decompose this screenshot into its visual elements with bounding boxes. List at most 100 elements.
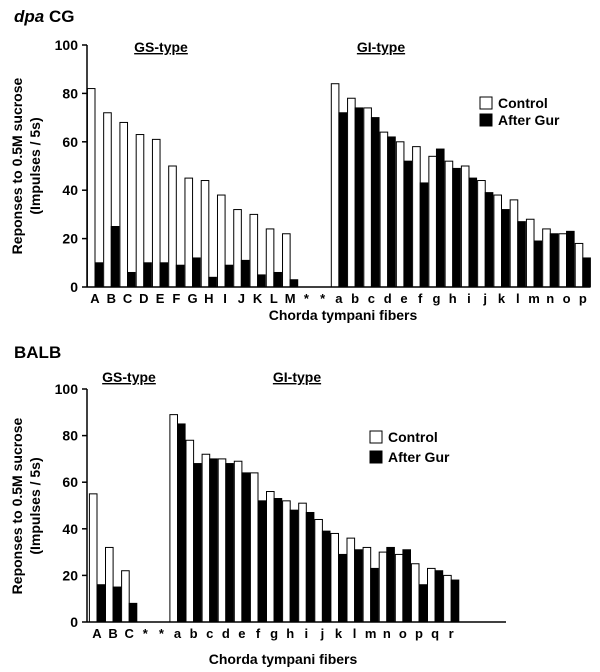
chart2-bar-control [169, 414, 178, 623]
chart1-bar-control [135, 134, 145, 288]
chart1-bar-control [363, 107, 372, 288]
chart1-bar-control [249, 213, 259, 288]
chart1-bar-control [477, 180, 486, 288]
chart2-group-gi: GI-type [273, 369, 321, 385]
chart1-bar-after-gur [338, 112, 347, 288]
chart1-ylabel-2: (Impulses / 5s) [27, 117, 43, 214]
chart1-category-label: c [368, 291, 375, 306]
chart2-bar-control [298, 502, 307, 623]
chart1-bar-control [119, 121, 129, 288]
chart1-bar-after-gur [240, 259, 250, 288]
chart2-title: BALB [14, 343, 61, 362]
chart1-bar-control [216, 194, 226, 288]
chart1-bar-control [200, 180, 210, 288]
chart1-bar-control [542, 228, 551, 288]
chart1-bar-control [395, 141, 405, 288]
chart2-bar-control [346, 537, 356, 623]
chart1-bar-control [444, 160, 454, 288]
chart1-bar-after-gur [370, 117, 380, 288]
chart2-bar-after-gur [305, 511, 315, 623]
chart1-category-label: k [498, 291, 506, 306]
chart1-category-label: C [123, 291, 133, 306]
chart1-legend-control-swatch [479, 96, 493, 110]
chart1-category-label: G [187, 291, 197, 306]
chart-dpa-cg: dpa CG GS-type GI-type Reponses to 0.5M … [9, 7, 591, 323]
chart2-bar-control [443, 574, 452, 623]
chart1-category-label: B [107, 291, 116, 306]
chart2-bar-after-gur [370, 567, 379, 623]
chart1-bar-after-gur [566, 230, 575, 288]
chart2-bar-control [88, 493, 98, 623]
chart1-bar-after-gur [289, 279, 299, 288]
chart2-ylabel-1: Reponses to 0.5M sucrose [9, 417, 25, 594]
chart1-ytick-label: 100 [55, 37, 79, 53]
chart2-bar-after-gur [354, 549, 363, 623]
chart1-category-label: A [90, 291, 100, 306]
chart1-group-gi: GI-type [357, 39, 405, 55]
chart2-bar-control [410, 563, 420, 623]
chart2-bar-after-gur [418, 584, 428, 623]
chart1-bar-after-gur [419, 182, 429, 288]
chart1-bar-control [168, 165, 177, 288]
chart2-bar-after-gur [96, 584, 106, 623]
chart2-legend-gur-swatch [369, 450, 383, 464]
chart2-bar-after-gur [177, 423, 186, 623]
chart1-group-gs: GS-type [134, 39, 188, 55]
chart2-category-label: e [238, 626, 245, 641]
chart2-bar-after-gur [257, 500, 267, 623]
chart1-bar-control [184, 177, 194, 288]
chart1-bar-control [525, 218, 535, 288]
chart2-bar-after-gur [193, 463, 202, 623]
chart2-bar-after-gur [289, 509, 299, 623]
chart2-category-label: a [174, 626, 182, 641]
chart1-bar-after-gur [110, 226, 120, 288]
chart2-bar-control [282, 500, 291, 623]
chart1-bar-control [412, 146, 421, 288]
chart2-bar-after-gur [225, 463, 234, 623]
chart2-bar-after-gur [386, 546, 395, 623]
chart1-bar-after-gur [127, 271, 136, 288]
chart1-ytick-label: 0 [70, 279, 78, 295]
chart2-bar-after-gur [338, 553, 347, 623]
chart1-category-label: J [238, 291, 245, 306]
chart1-category-label: g [432, 291, 440, 306]
chart1-ytick-label: 60 [62, 134, 78, 150]
chart1-category-label: j [482, 291, 487, 306]
chart1-ytick-label: 80 [62, 85, 78, 101]
chart2-ytick-label: 0 [70, 614, 78, 630]
chart2-category-label: p [415, 626, 423, 641]
chart1-category-label: K [253, 291, 263, 306]
chart2-marks: 0 20 40 60 80 100 A B C * * a b c d e f g h i j k l m n o p q r [55, 381, 460, 641]
chart1-bar-control [151, 138, 161, 288]
chart2-bar-control [217, 458, 227, 623]
chart2-bar-control [378, 551, 388, 623]
chart2-ytick-label: 20 [62, 567, 78, 583]
chart2-bar-control [249, 472, 259, 623]
chart1-bar-control [330, 83, 340, 288]
chart1-category-label: o [563, 291, 571, 306]
chart2-title-rest: BALB [14, 343, 61, 362]
chart1-bar-after-gur [273, 271, 282, 288]
chart2-category-label: * [143, 626, 149, 641]
chart1-ytick-label: 20 [62, 231, 78, 247]
chart1-bar-control [347, 97, 356, 288]
chart2-category-label: h [286, 626, 294, 641]
chart1-legend-control: Control [498, 95, 548, 111]
chart2-category-label: * [159, 626, 165, 641]
chart1-bar-after-gur [94, 262, 104, 288]
chart2-category-label: l [353, 626, 357, 641]
chart2-bar-control [201, 453, 211, 623]
chart2-category-label: j [320, 626, 325, 641]
chart1-category-label: L [270, 291, 278, 306]
chart2-bar-control [233, 460, 243, 623]
chart2-ytick-label: 80 [62, 428, 78, 444]
chart1-category-label: f [418, 291, 423, 306]
chart1-bar-after-gur [403, 160, 413, 288]
chart1-bar-after-gur [549, 233, 559, 288]
chart1-bar-control [509, 199, 519, 288]
chart2-legend-gur: After Gur [388, 449, 450, 465]
chart1-category-label: * [304, 291, 310, 306]
chart1-title-italic: dpa [14, 7, 44, 26]
chart2-category-label: r [449, 626, 454, 641]
